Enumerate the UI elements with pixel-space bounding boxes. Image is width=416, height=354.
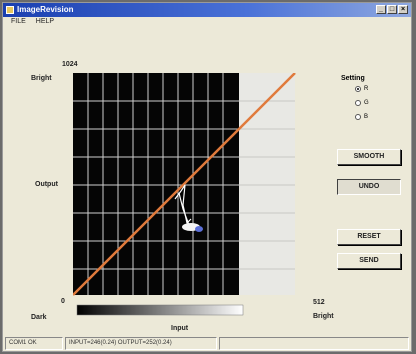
menu-bar: FILE HELP [3,18,411,29]
radio-option-r[interactable]: R [355,86,368,92]
radio-button[interactable] [355,86,361,92]
histogram-blob [182,223,203,232]
undo-button[interactable]: UNDO [337,179,401,195]
send-button[interactable]: SEND [337,253,401,269]
smooth-button[interactable]: SMOOTH [337,149,401,165]
radio-option-g[interactable]: G [355,100,369,106]
close-button[interactable]: × [398,5,408,14]
status-extra [219,337,409,350]
app-icon [6,6,14,14]
plot-background [73,73,239,295]
plot-clip-region [239,73,295,295]
radio-button[interactable] [355,114,361,120]
graph-input-label: Input [171,325,189,332]
clip-region-grid [239,100,295,270]
minimize-button[interactable]: _ [376,5,386,14]
graph-bright-bottom-label: Bright [313,313,334,320]
status-connection: COM1 OK [5,337,63,350]
graph-max-value: 512 [313,299,325,306]
tone-curve-plot[interactable] [73,73,297,329]
radio-label: R [364,86,369,92]
maximize-button[interactable]: □ [387,5,397,14]
input-gradient-bar [76,304,244,316]
title-bar[interactable]: ImageRevision _ □ × [3,3,411,17]
setting-title: Setting [341,75,365,82]
client-area: 1024 Bright Output 0 Dark Input 512 Brig… [7,31,407,335]
graph-top-value: 1024 [62,61,78,68]
radio-label: B [364,114,369,120]
graph-dark-label: Dark [31,314,47,321]
status-values: INPUT=246(0.24) OUTPUT=252(0.24) [65,337,217,350]
radio-option-b[interactable]: B [355,114,368,120]
radio-button[interactable] [355,100,361,106]
menu-help[interactable]: HELP [35,18,55,25]
tone-curve-line[interactable] [73,73,296,296]
status-bar: COM1 OK INPUT=246(0.24) OUTPUT=252(0.24) [3,336,411,351]
graph-output-label: Output [35,181,58,188]
plot-grid [73,73,239,295]
graph-origin-label: 0 [61,298,65,305]
window-title: ImageRevision [17,5,74,14]
app-window: ImageRevision _ □ × FILE HELP 1024 Brigh… [2,2,412,352]
menu-file[interactable]: FILE [11,18,26,25]
radio-label: G [364,100,369,106]
graph-bright-label: Bright [31,75,52,82]
reset-button[interactable]: RESET [337,229,401,245]
histogram-spike [174,184,192,226]
